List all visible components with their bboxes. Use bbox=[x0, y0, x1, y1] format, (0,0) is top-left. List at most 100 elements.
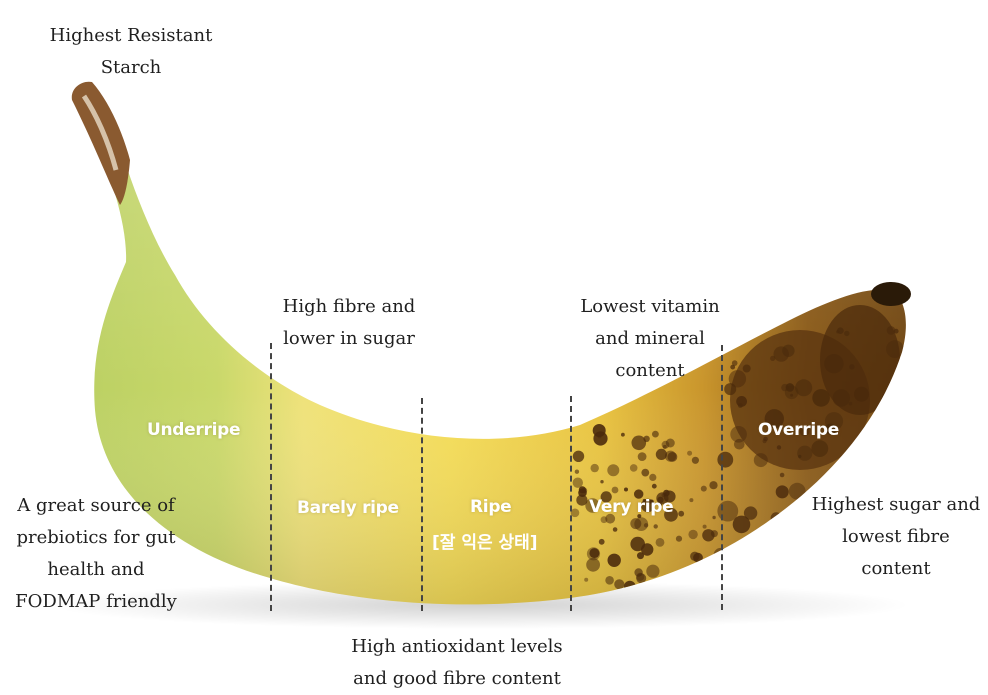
ripeness-spot bbox=[634, 517, 649, 531]
ripeness-spot bbox=[585, 498, 600, 513]
ripeness-spot bbox=[653, 524, 658, 529]
ripeness-spot bbox=[832, 389, 850, 407]
ripeness-spot bbox=[734, 438, 745, 450]
ripeness-spot bbox=[630, 536, 645, 552]
ripeness-spot bbox=[849, 364, 855, 370]
ripeness-spot bbox=[586, 557, 600, 572]
ripeness-spot bbox=[799, 426, 810, 437]
ripeness-spot bbox=[578, 486, 587, 494]
note-high-antioxidant: High antioxidant levels and good fibre c… bbox=[351, 636, 563, 689]
ripeness-spot bbox=[572, 450, 585, 462]
ripeness-spot bbox=[730, 426, 747, 443]
ripeness-spot bbox=[797, 445, 813, 461]
ripeness-spot bbox=[655, 538, 665, 547]
ripeness-spot bbox=[691, 456, 700, 464]
ripeness-spot bbox=[710, 530, 718, 538]
ripeness-spot bbox=[824, 412, 844, 431]
ripeness-spot bbox=[781, 383, 789, 392]
ripeness-spot bbox=[717, 451, 734, 468]
stage-label-very-ripe: Very ripe bbox=[589, 497, 674, 517]
ripeness-spot bbox=[700, 485, 707, 492]
ripeness-spot bbox=[664, 450, 677, 462]
ground-shadow bbox=[50, 581, 910, 629]
ripeness-spot bbox=[641, 468, 650, 477]
ripeness-spot bbox=[598, 538, 605, 545]
ripeness-spot bbox=[612, 527, 618, 532]
ripeness-spot bbox=[893, 328, 899, 334]
ripeness-spot bbox=[762, 439, 767, 444]
ripeness-spot bbox=[771, 558, 775, 562]
ripeness-spot bbox=[812, 389, 830, 407]
ripeness-spot bbox=[848, 401, 853, 406]
ripeness-spot bbox=[678, 510, 685, 517]
ripeness-spot bbox=[735, 324, 753, 342]
stage-label-overripe: Overripe bbox=[758, 420, 839, 440]
ripeness-spot bbox=[605, 576, 614, 585]
ripeness-spot bbox=[709, 481, 718, 490]
ripeness-spot bbox=[756, 542, 766, 552]
stage-label-ripe: Ripe bbox=[470, 497, 512, 517]
ripeness-spot bbox=[753, 453, 768, 468]
ripeness-spot bbox=[649, 473, 657, 481]
ripeness-spot bbox=[607, 464, 620, 477]
ripeness-spot bbox=[824, 354, 844, 374]
ripeness-spot bbox=[770, 512, 782, 524]
ripeness-spot bbox=[784, 385, 799, 400]
ripeness-spot bbox=[675, 535, 683, 542]
note-high-fibre: High fibre and lower in sugar bbox=[282, 296, 416, 349]
ripeness-spot bbox=[657, 503, 662, 507]
ripeness-spot bbox=[788, 482, 806, 500]
ripeness-spot bbox=[875, 479, 885, 490]
ripeness-spot bbox=[621, 432, 625, 437]
ripeness-spot bbox=[624, 487, 628, 492]
ripeness-spot bbox=[759, 544, 767, 552]
divider-underripe-barely bbox=[270, 343, 272, 611]
ripeness-spot bbox=[844, 330, 850, 337]
ripeness-spot bbox=[637, 552, 644, 560]
ripeness-spot bbox=[663, 489, 670, 497]
note-highest-resistant-starch: Highest Resistant Starch bbox=[49, 25, 213, 78]
ripeness-spot bbox=[770, 355, 776, 361]
ripeness-spot bbox=[629, 464, 638, 472]
ripeness-spot bbox=[652, 430, 659, 438]
ripeness-spot bbox=[636, 572, 645, 582]
ripeness-spot bbox=[764, 409, 784, 429]
ripeness-spot bbox=[662, 444, 667, 449]
ripeness-spot bbox=[570, 508, 580, 518]
ripeness-spot bbox=[607, 553, 621, 567]
ripeness-spot bbox=[636, 573, 647, 584]
banana-tip bbox=[871, 282, 911, 306]
ripeness-spot bbox=[687, 450, 693, 456]
ripeness-spot bbox=[688, 529, 698, 540]
note-highest-sugar: Highest sugar and lowest fibre content bbox=[811, 494, 981, 579]
ripeness-spot bbox=[655, 448, 668, 460]
note-prebiotics: A great source of prebiotics for gut hea… bbox=[15, 495, 177, 612]
ripeness-spot bbox=[776, 445, 782, 450]
ripeness-spot bbox=[886, 326, 896, 335]
ripeness-spot bbox=[730, 364, 736, 370]
ripeness-spot bbox=[732, 515, 751, 534]
ripeness-spot bbox=[779, 472, 785, 478]
ripeness-spot bbox=[584, 577, 589, 582]
ripeness-spot bbox=[854, 386, 869, 402]
divider-ripe-veryripe bbox=[570, 396, 572, 611]
stage-label-underripe: Underripe bbox=[147, 420, 241, 440]
ripeness-spot bbox=[773, 346, 789, 362]
ripeness-spot bbox=[664, 507, 678, 522]
banana-stem-tip bbox=[71, 81, 130, 205]
ripeness-spot bbox=[775, 485, 789, 499]
ripeness-spot bbox=[837, 327, 844, 335]
ripeness-spot bbox=[790, 393, 794, 397]
ripeness-spot bbox=[728, 370, 747, 388]
ripeness-spot bbox=[731, 360, 738, 366]
ripeness-spot bbox=[646, 564, 660, 578]
ripeness-spot bbox=[651, 483, 657, 489]
ripeness-spot bbox=[689, 498, 694, 503]
ripeness-spot bbox=[736, 396, 747, 407]
ripeness-spot bbox=[605, 513, 616, 524]
ripeness-spot bbox=[576, 494, 588, 506]
stage-label-ripe-korean: [잘 익은 상태] bbox=[432, 533, 538, 553]
ripeness-spot bbox=[783, 523, 800, 540]
ripeness-spot bbox=[831, 477, 838, 484]
